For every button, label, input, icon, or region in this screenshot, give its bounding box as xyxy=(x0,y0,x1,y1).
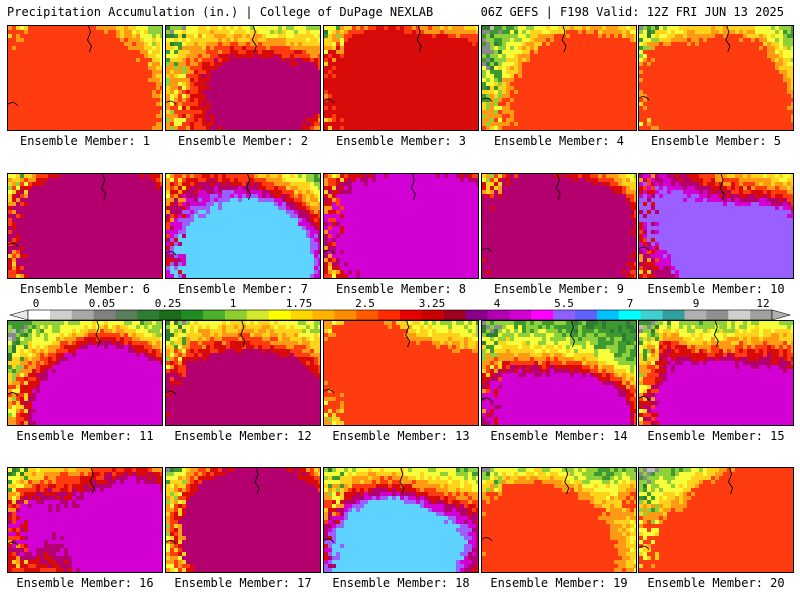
ensemble-member-label: Ensemble Member: 17 xyxy=(163,576,323,590)
scale-tick-label: 2.5 xyxy=(355,297,375,310)
scale-swatch xyxy=(575,310,598,320)
scale-swatch xyxy=(137,310,160,320)
ensemble-map-panel xyxy=(323,173,479,279)
scale-tick-label: 9 xyxy=(693,297,700,310)
ensemble-member-label: Ensemble Member: 6 xyxy=(5,282,165,296)
ensemble-member-label: Ensemble Member: 13 xyxy=(321,429,481,443)
ensemble-map-panel xyxy=(165,25,321,131)
scale-tick-label: 5.5 xyxy=(554,297,574,310)
scale-swatch xyxy=(618,310,641,320)
ensemble-map-panel xyxy=(323,467,479,573)
chart-title: Precipitation Accumulation (in.) | Colle… xyxy=(7,5,433,19)
scale-swatch xyxy=(93,310,116,320)
scale-swatch xyxy=(553,310,576,320)
scale-tick-label: 4 xyxy=(494,297,501,310)
ensemble-map-panel xyxy=(7,320,163,426)
scale-tick-label: 3.25 xyxy=(419,297,446,310)
ensemble-member-label: Ensemble Member: 18 xyxy=(321,576,481,590)
scale-swatch xyxy=(728,310,751,320)
scale-tick-label: 12 xyxy=(756,297,769,310)
scale-swatch xyxy=(28,310,51,320)
scale-swatch xyxy=(531,310,554,320)
ensemble-map-panel xyxy=(638,467,794,573)
ensemble-member-label: Ensemble Member: 11 xyxy=(5,429,165,443)
scale-swatch xyxy=(662,310,685,320)
scale-swatch xyxy=(181,310,204,320)
scale-max-arrow xyxy=(771,309,792,321)
scale-swatch xyxy=(203,310,226,320)
scale-tick-label: 0.05 xyxy=(89,297,116,310)
scale-swatch xyxy=(706,310,729,320)
scale-swatch xyxy=(487,310,510,320)
scale-swatch xyxy=(443,310,466,320)
scale-tick-label: 7 xyxy=(627,297,634,310)
scale-swatch xyxy=(750,310,773,320)
ensemble-map-panel xyxy=(7,25,163,131)
scale-swatch xyxy=(356,310,379,320)
color-scale-labels: 0 0.05 0.25 1 1.75 2.5 3.25 4 5.5 7 9 12 xyxy=(0,297,800,311)
ensemble-map-panel xyxy=(165,320,321,426)
scale-swatch xyxy=(684,310,707,320)
ensemble-map-panel xyxy=(481,467,637,573)
scale-swatch xyxy=(312,310,335,320)
scale-swatch xyxy=(159,310,182,320)
scale-swatch xyxy=(290,310,313,320)
ensemble-member-label: Ensemble Member: 7 xyxy=(163,282,323,296)
ensemble-map-panel xyxy=(638,320,794,426)
ensemble-map-panel xyxy=(638,173,794,279)
ensemble-map-panel xyxy=(7,467,163,573)
scale-tick-label: 0.25 xyxy=(155,297,182,310)
ensemble-map-panel xyxy=(638,25,794,131)
ensemble-member-label: Ensemble Member: 19 xyxy=(479,576,639,590)
ensemble-map-panel xyxy=(323,25,479,131)
scale-swatch xyxy=(421,310,445,320)
scale-swatch xyxy=(596,310,620,320)
ensemble-map-panel xyxy=(481,320,637,426)
ensemble-member-label: Ensemble Member: 8 xyxy=(321,282,481,296)
ensemble-member-label: Ensemble Member: 15 xyxy=(636,429,796,443)
ensemble-member-label: Ensemble Member: 1 xyxy=(5,134,165,148)
ensemble-map-panel xyxy=(323,320,479,426)
ensemble-map-panel xyxy=(481,25,637,131)
ensemble-member-label: Ensemble Member: 20 xyxy=(636,576,796,590)
scale-swatch xyxy=(268,310,291,320)
scale-swatch xyxy=(378,310,401,320)
scale-tick-label: 1 xyxy=(230,297,237,310)
ensemble-map-panel xyxy=(7,173,163,279)
ensemble-map-panel xyxy=(481,173,637,279)
ensemble-member-label: Ensemble Member: 16 xyxy=(5,576,165,590)
run-valid-time: 06Z GEFS | F198 Valid: 12Z FRI JUN 13 20… xyxy=(481,5,784,19)
ensemble-member-label: Ensemble Member: 3 xyxy=(321,134,481,148)
scale-min-arrow xyxy=(8,309,29,321)
scale-swatch xyxy=(334,310,357,320)
ensemble-member-label: Ensemble Member: 9 xyxy=(479,282,639,296)
ensemble-map-panel xyxy=(165,173,321,279)
scale-tick-label: 1.75 xyxy=(286,297,313,310)
scale-swatch xyxy=(400,310,423,320)
scale-swatch xyxy=(224,310,248,320)
scale-swatch xyxy=(49,310,73,320)
scale-swatch xyxy=(115,310,138,320)
scale-swatch xyxy=(465,310,488,320)
ensemble-member-label: Ensemble Member: 4 xyxy=(479,134,639,148)
scale-swatch xyxy=(71,310,94,320)
ensemble-member-label: Ensemble Member: 5 xyxy=(636,134,796,148)
ensemble-member-label: Ensemble Member: 2 xyxy=(163,134,323,148)
ensemble-member-label: Ensemble Member: 14 xyxy=(479,429,639,443)
scale-swatch xyxy=(246,310,269,320)
ensemble-member-label: Ensemble Member: 12 xyxy=(163,429,323,443)
scale-swatch xyxy=(640,310,663,320)
color-scale-bar xyxy=(8,309,792,321)
ensemble-member-label: Ensemble Member: 10 xyxy=(636,282,796,296)
ensemble-map-panel xyxy=(165,467,321,573)
scale-swatch xyxy=(509,310,532,320)
scale-tick-label: 0 xyxy=(33,297,40,310)
